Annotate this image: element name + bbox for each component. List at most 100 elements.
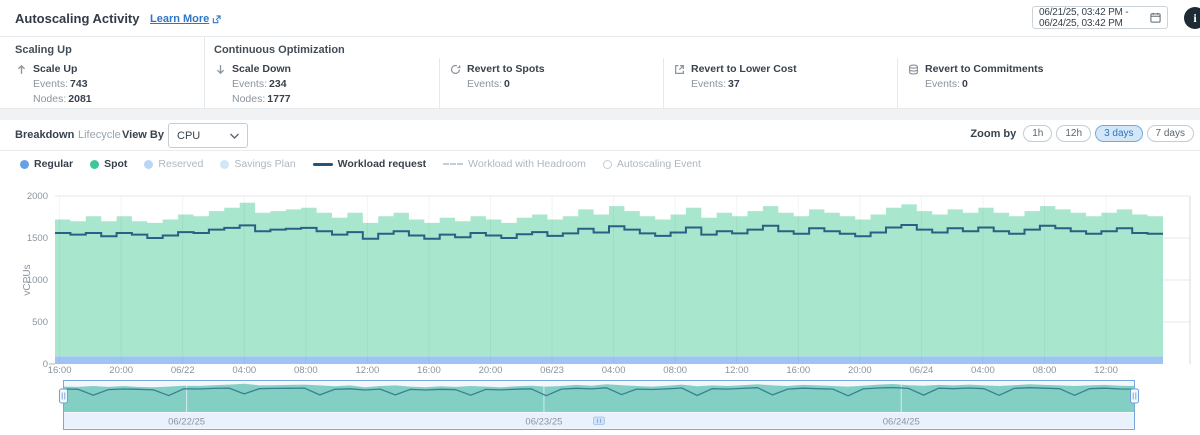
metric-value: 0 <box>504 78 510 90</box>
legend-label: Reserved <box>158 158 204 170</box>
metric-label: Revert to Commitments <box>925 63 1044 75</box>
x-tick-label: 20:00 <box>109 365 133 376</box>
metric-value: 37 <box>728 78 740 90</box>
divider <box>0 150 1200 151</box>
stats-panel: Scaling Up Continuous Optimization Scale… <box>0 36 1200 109</box>
main-chart-svg[interactable]: 0 500 1000 1500 2000 vCPUs 16:00 20:00 06/22 04:0… <box>0 185 1200 377</box>
metric-title-revert-to-lower-cost: Revert to Lower Cost <box>673 63 897 75</box>
navigator-svg[interactable]: 06/22/25 06/23/25 06/24/25 <box>0 379 1200 433</box>
metric-title-scale-down: Scale Down <box>214 63 439 75</box>
zoom-by-label: Zoom by <box>970 127 1017 140</box>
x-tick-label: 20:00 <box>479 365 503 376</box>
metric-key: Nodes: <box>232 93 266 105</box>
metric-value: 2081 <box>68 93 92 105</box>
zoom-option-7-days[interactable]: 7 days <box>1146 125 1194 142</box>
x-tick-label: 04:00 <box>971 365 995 376</box>
group-continuous-optimization: Continuous Optimization <box>214 44 345 56</box>
navigator-date-label: 06/22/25 <box>168 417 205 428</box>
metric-label: Scale Up <box>33 63 78 75</box>
navigator-date-label: 06/23/25 <box>525 417 562 428</box>
x-tick-label: 06/22 <box>171 365 195 376</box>
date-range-value: 06/21/25, 03:42 PM - 06/24/25, 03:42 PM <box>1039 6 1129 29</box>
metric-value-row: Events: 743 <box>33 78 204 90</box>
metric-value-row: Events: 0 <box>467 78 663 90</box>
navigator-border <box>63 380 1135 430</box>
navigator-date-label: 06/24/25 <box>883 417 920 428</box>
section-separator <box>0 109 1200 120</box>
metric-label: Scale Down <box>232 63 291 75</box>
zoom-option-1h[interactable]: 1h <box>1023 125 1053 142</box>
scrollbar-grip-box <box>593 416 605 425</box>
calendar-icon <box>1150 12 1161 23</box>
metric-revert-to-lower-cost: Revert to Lower Cost Events: 37 <box>664 58 898 109</box>
legend-item-savings-plan[interactable]: Savings Plan <box>220 158 296 170</box>
y-tick-label: 500 <box>32 317 48 328</box>
navigator-left-handle[interactable] <box>59 388 68 404</box>
chart-navigator[interactable]: 06/22/25 06/23/25 06/24/25 <box>0 379 1200 433</box>
metric-title-revert-to-spots: Revert to Spots <box>449 63 663 75</box>
metric-scale-down: Scale Down Events: 234 Nodes: 1777 <box>205 58 440 109</box>
zoom-by-group: Zoom by 1h 12h 3 days 7 days <box>970 125 1194 142</box>
view-by-select[interactable]: CPU <box>168 123 248 148</box>
legend-item-workload-request[interactable]: Workload request <box>312 158 426 170</box>
legend-swatch-dot <box>220 159 230 169</box>
legend-swatch-dot <box>20 159 29 169</box>
x-tick-label: 16:00 <box>417 365 441 376</box>
external-link-icon <box>212 14 221 24</box>
view-by-value: CPU <box>177 129 201 142</box>
metric-label: Revert to Lower Cost <box>691 63 797 75</box>
legend-label: Spot <box>104 158 128 170</box>
zoom-option-3-days[interactable]: 3 days <box>1095 125 1143 142</box>
y-tick-label: 1500 <box>27 233 48 244</box>
x-tick-label: 08:00 <box>1033 365 1057 376</box>
navigator-line <box>62 386 1136 397</box>
metrics-row: Scale Up Events: 743 Nodes: 2081 Scale Down Ev… <box>0 58 1200 109</box>
legend-item-workload-with-headroom[interactable]: Workload with Headroom <box>443 158 586 170</box>
navigator-right-handle[interactable] <box>1130 388 1139 404</box>
info-icon[interactable]: i <box>1184 7 1200 29</box>
regular-area[interactable] <box>55 356 1163 364</box>
tab-lifecycle[interactable]: Lifecycle <box>78 129 121 141</box>
handle-grip-box <box>59 388 68 404</box>
x-tick-label: 12:00 <box>1094 365 1118 376</box>
metric-key: Events: <box>33 78 69 90</box>
metric-value: 0 <box>962 78 968 90</box>
zoom-option-12h[interactable]: 12h <box>1056 125 1092 142</box>
metric-value-row: Events: 234 <box>232 78 439 90</box>
legend-item-regular[interactable]: Regular <box>20 158 73 170</box>
arrow-down-icon <box>214 63 226 75</box>
metric-revert-to-commitments: Revert to Commitments Events: 0 <box>898 58 1200 109</box>
metric-value-row: Events: 37 <box>691 78 897 90</box>
group-scaling-up: Scaling Up <box>0 37 205 58</box>
legend-item-reserved[interactable]: Reserved <box>144 158 203 170</box>
y-tick-label: 2000 <box>27 191 48 202</box>
revert-circle-icon <box>449 63 461 75</box>
view-by-label: View By <box>122 129 164 141</box>
metric-value-row: Nodes: 1777 <box>232 93 439 105</box>
x-tick-label: 06/24 <box>910 365 934 376</box>
metric-key: Events: <box>232 78 268 90</box>
chevron-down-icon <box>230 133 239 139</box>
stats-group-headers: Scaling Up Continuous Optimization <box>0 37 1200 58</box>
arrow-up-icon <box>15 63 27 75</box>
spot-area[interactable] <box>55 202 1163 357</box>
legend-swatch-circle <box>602 159 612 169</box>
x-tick-label: 08:00 <box>294 365 318 376</box>
navigator-selection-mask[interactable] <box>64 381 1134 412</box>
navigator-scrollbar-grip[interactable] <box>593 416 605 425</box>
tab-breakdown[interactable]: Breakdown <box>15 129 75 141</box>
legend-item-autoscaling-event[interactable]: Autoscaling Event <box>602 158 701 170</box>
main-chart[interactable]: 0 500 1000 1500 2000 vCPUs 16:00 20:00 06/22 04:0… <box>0 185 1200 377</box>
x-tick-label: 12:00 <box>725 365 749 376</box>
y-axis-title: vCPUs <box>22 264 33 295</box>
stack-icon <box>907 63 919 75</box>
y-tick-label: 1000 <box>27 275 48 286</box>
learn-more-link[interactable]: Learn More <box>150 13 221 25</box>
legend-item-spot[interactable]: Spot <box>90 158 127 170</box>
workload-request-line[interactable] <box>55 224 1163 240</box>
date-range-picker[interactable]: 06/21/25, 03:42 PM - 06/24/25, 03:42 PM <box>1032 6 1168 29</box>
metric-label: Revert to Spots <box>467 63 545 75</box>
handle-grip-box <box>1130 388 1139 404</box>
x-tick-label: 16:00 <box>48 365 72 376</box>
